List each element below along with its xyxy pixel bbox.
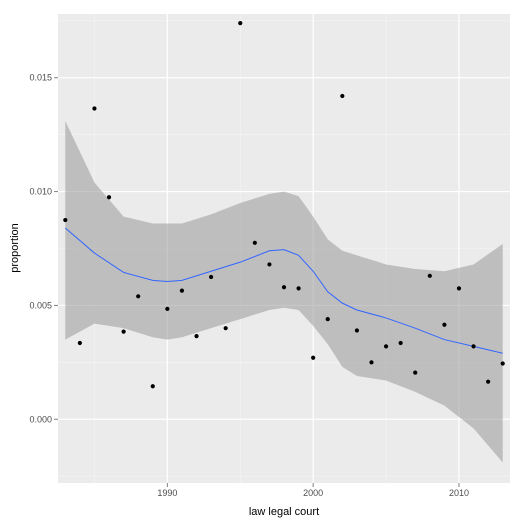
data-point [238, 21, 243, 26]
data-point [92, 106, 97, 111]
smooth-line [64, 227, 503, 354]
data-point [369, 360, 374, 365]
y-tick-label: 0.015 [29, 73, 52, 83]
data-point [223, 326, 228, 331]
y-tick-label: 0.000 [29, 414, 52, 424]
confidence-band [65, 121, 503, 463]
data-point [267, 262, 272, 267]
data-point [325, 316, 330, 322]
data-point [281, 285, 287, 290]
y-tick-label: 0.005 [29, 300, 52, 310]
x-tick-label: 2010 [449, 488, 469, 498]
data-point [121, 329, 126, 334]
data-point [252, 240, 257, 245]
data-point [63, 217, 68, 223]
data-point [398, 340, 403, 346]
data-point [383, 344, 389, 349]
data-point [311, 355, 316, 360]
data-point [150, 384, 155, 389]
x-tick-label: 2000 [303, 488, 323, 498]
data-point [296, 286, 301, 291]
y-tick-label: 0.010 [29, 187, 52, 197]
data-point [208, 274, 214, 280]
data-point [427, 273, 432, 278]
x-tick-label: 1990 [157, 488, 177, 498]
data-point [136, 294, 141, 299]
data-point [456, 286, 462, 291]
y-axis-title: proportion [9, 223, 21, 273]
x-axis-title: law legal court [249, 506, 319, 518]
data-point [77, 340, 82, 346]
data-point [194, 334, 199, 339]
y-axis: 0.000 0.005 0.010 0.015 [29, 73, 58, 424]
data-point [471, 344, 476, 349]
data-point [340, 93, 345, 99]
data-point [442, 322, 447, 327]
data-point [179, 288, 185, 293]
data-point [165, 306, 170, 311]
x-axis: 1990 2000 2010 [157, 483, 469, 498]
data-point [500, 361, 505, 366]
data-point [486, 379, 491, 384]
data-point [354, 328, 360, 333]
data-points [63, 21, 505, 389]
data-point [106, 195, 112, 200]
data-point [413, 370, 418, 375]
